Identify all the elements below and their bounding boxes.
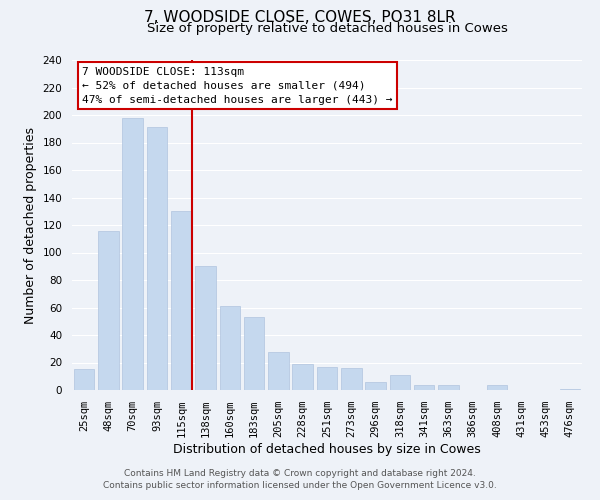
Y-axis label: Number of detached properties: Number of detached properties	[24, 126, 37, 324]
Bar	[414, 384, 434, 390]
Bar	[487, 384, 508, 390]
Bar	[74, 370, 94, 390]
Bar	[195, 266, 216, 390]
Bar	[560, 388, 580, 390]
Bar	[146, 128, 167, 390]
Bar	[268, 352, 289, 390]
Bar	[365, 382, 386, 390]
Text: 7, WOODSIDE CLOSE, COWES, PO31 8LR: 7, WOODSIDE CLOSE, COWES, PO31 8LR	[144, 10, 456, 25]
Title: Size of property relative to detached houses in Cowes: Size of property relative to detached ho…	[146, 22, 508, 35]
Bar	[98, 230, 119, 390]
Text: 7 WOODSIDE CLOSE: 113sqm
← 52% of detached houses are smaller (494)
47% of semi-: 7 WOODSIDE CLOSE: 113sqm ← 52% of detach…	[82, 66, 392, 104]
Bar	[292, 364, 313, 390]
Bar	[438, 384, 459, 390]
X-axis label: Distribution of detached houses by size in Cowes: Distribution of detached houses by size …	[173, 443, 481, 456]
Bar	[220, 306, 240, 390]
Bar	[122, 118, 143, 390]
Bar	[244, 317, 265, 390]
Bar	[317, 366, 337, 390]
Bar	[171, 211, 191, 390]
Text: Contains HM Land Registry data © Crown copyright and database right 2024.
Contai: Contains HM Land Registry data © Crown c…	[103, 469, 497, 490]
Bar	[341, 368, 362, 390]
Bar	[389, 375, 410, 390]
